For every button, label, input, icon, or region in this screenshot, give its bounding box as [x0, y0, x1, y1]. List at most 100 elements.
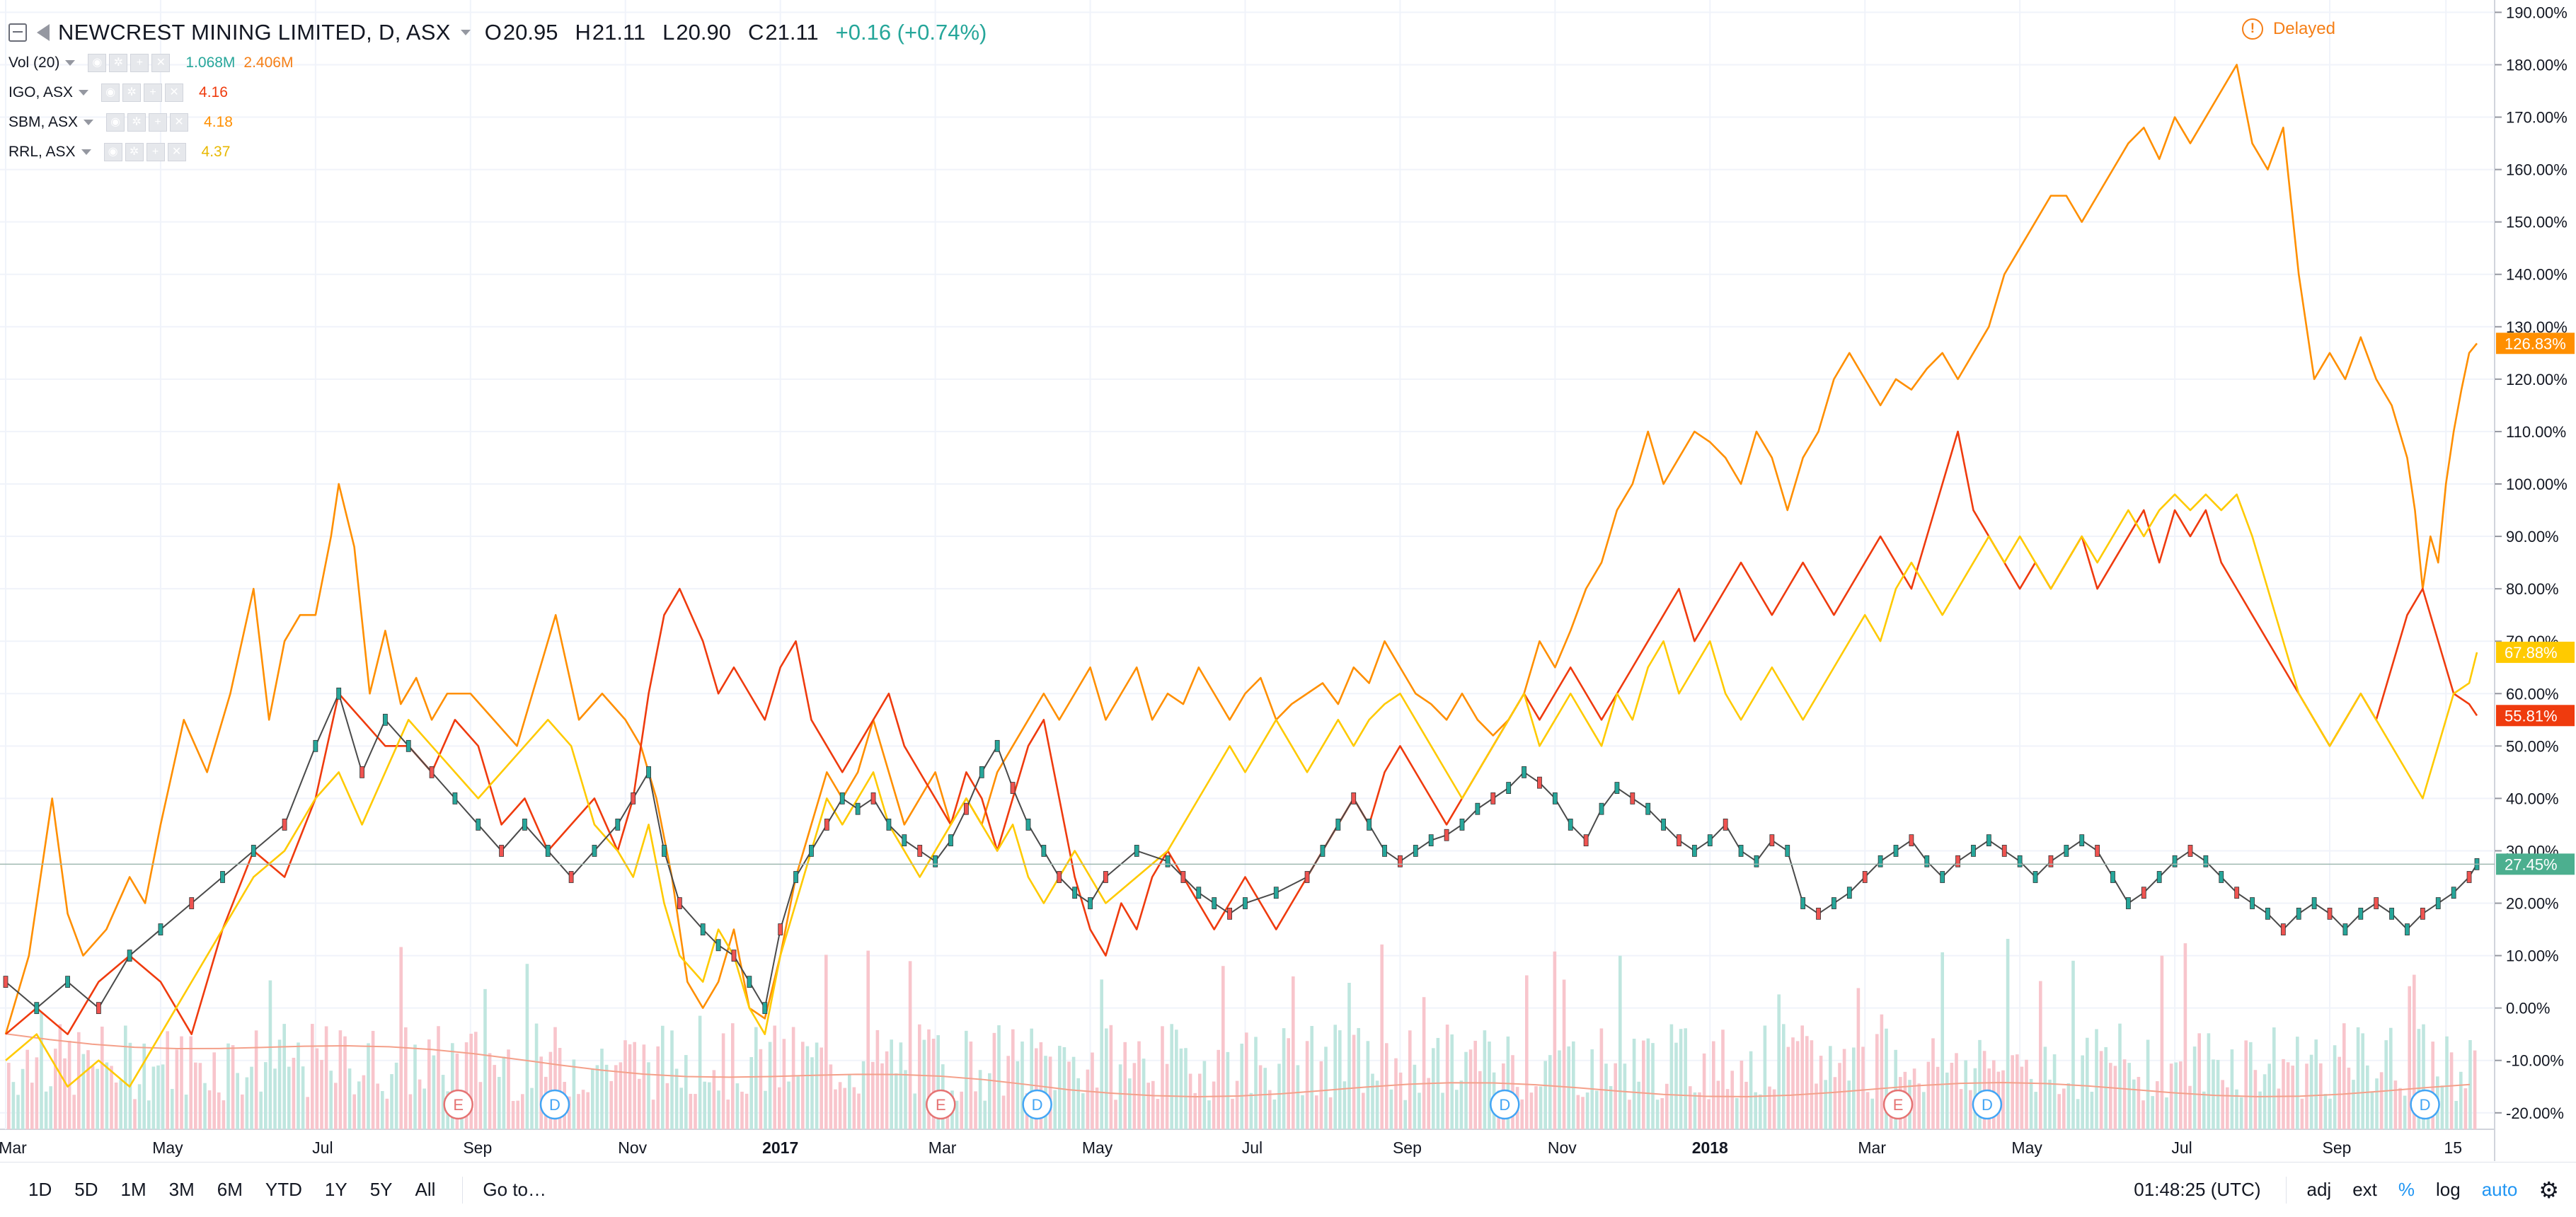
chevron-down-icon[interactable]	[84, 120, 94, 125]
range-all[interactable]: All	[415, 1179, 436, 1200]
volume-bar	[2403, 1095, 2407, 1129]
range-1m[interactable]: 1M	[120, 1179, 146, 1200]
utc-clock[interactable]: 01:48:25 (UTC)	[2134, 1179, 2261, 1200]
volume-bar	[1231, 1098, 1234, 1129]
volume-bar	[829, 1064, 833, 1129]
volume-bar	[329, 1071, 333, 1129]
volume-bar	[638, 1078, 641, 1129]
volume-bar	[1665, 1083, 1669, 1129]
plus-icon[interactable]: +	[130, 54, 149, 72]
legend-rrl[interactable]: RRL, ASX ◉ ✲ + ✕ 4.37	[8, 142, 230, 163]
candle	[1459, 819, 1465, 831]
legend-series-name[interactable]: IGO, ASX	[8, 84, 74, 100]
volume-bar	[2356, 1027, 2360, 1129]
volume-bar	[1375, 1080, 1379, 1129]
event-marker-label: D	[549, 1096, 560, 1114]
delayed-badge[interactable]: ! Delayed	[2241, 18, 2335, 40]
symbol-title[interactable]: NEWCREST MINING LIMITED, D, ASX	[58, 20, 451, 45]
chevron-down-icon[interactable]	[460, 30, 471, 35]
candle	[1196, 887, 1202, 899]
y-tick-label: -20.00%	[2506, 1104, 2564, 1122]
legend-igo[interactable]: IGO, ASX ◉ ✲ + ✕ 4.16	[8, 82, 228, 103]
volume-bar	[759, 1049, 763, 1129]
candle	[886, 819, 892, 831]
volume-bar	[1894, 1049, 1897, 1129]
volume-bar	[1693, 1092, 1697, 1129]
volume-bar	[408, 1094, 413, 1129]
range-5d[interactable]: 5D	[74, 1179, 98, 1200]
chevron-down-icon[interactable]	[65, 60, 76, 66]
adj-toggle[interactable]: adj	[2306, 1179, 2332, 1200]
volume-bar	[936, 1035, 940, 1129]
chevron-down-icon[interactable]	[81, 149, 91, 155]
close-icon[interactable]: ✕	[167, 143, 186, 161]
volume-bar	[1819, 1056, 1823, 1129]
range-1y[interactable]: 1Y	[324, 1179, 347, 1200]
range-3m[interactable]: 3M	[168, 1179, 195, 1200]
volume-bar	[749, 1056, 753, 1129]
volume-bar	[960, 1091, 963, 1129]
close-icon[interactable]: ✕	[151, 54, 171, 72]
high-key: H	[575, 20, 591, 45]
chevron-down-icon[interactable]	[79, 90, 89, 96]
legend-volume-name[interactable]: Vol (20)	[8, 54, 60, 71]
volume-bar	[151, 1066, 156, 1129]
gear-icon[interactable]: ✲	[127, 113, 146, 132]
candle	[1227, 907, 1232, 920]
range-ytd[interactable]: YTD	[265, 1179, 302, 1200]
gear-icon[interactable]: ⚙	[2538, 1177, 2559, 1203]
volume-bar	[1109, 1025, 1113, 1129]
legend-series-name[interactable]: SBM, ASX	[8, 114, 79, 130]
volume-bar	[1277, 1063, 1281, 1129]
close-icon[interactable]: ✕	[165, 83, 184, 102]
eye-icon[interactable]: ◉	[106, 113, 125, 132]
volume-bar	[539, 1056, 543, 1129]
volume-bar	[651, 1100, 655, 1129]
candle	[1940, 871, 1945, 883]
gear-icon[interactable]: ✲	[122, 83, 142, 102]
close-icon[interactable]: ✕	[170, 113, 189, 132]
collapse-icon[interactable]	[8, 23, 27, 42]
eye-icon[interactable]: ◉	[88, 54, 107, 72]
gear-icon[interactable]: ✲	[109, 54, 128, 72]
volume-bar	[1315, 1095, 1318, 1129]
candle	[1661, 819, 1666, 831]
eye-icon[interactable]: ◉	[103, 143, 122, 161]
volume-bar	[352, 1094, 356, 1129]
range-6m[interactable]: 6M	[217, 1179, 243, 1200]
volume-bar	[600, 1049, 604, 1129]
volume-bar	[311, 1024, 314, 1129]
volume-bar	[1712, 1041, 1715, 1129]
volume-bar	[698, 1015, 702, 1129]
legend-series-name[interactable]: RRL, ASX	[8, 144, 76, 160]
volume-bar	[1735, 1097, 1739, 1129]
x-tick-label: Nov	[618, 1138, 647, 1157]
plus-icon[interactable]: +	[146, 143, 165, 161]
volume-bar	[124, 1025, 127, 1129]
volume-bar	[768, 1042, 772, 1129]
range-5y[interactable]: 5Y	[369, 1179, 393, 1200]
volume-bar	[820, 1047, 823, 1129]
auto-toggle[interactable]: auto	[2481, 1179, 2518, 1200]
plus-icon[interactable]: +	[149, 113, 168, 132]
volume-bar	[347, 1068, 352, 1129]
candle	[646, 766, 651, 778]
goto-button[interactable]: Go to…	[483, 1179, 546, 1200]
volume-bar	[1483, 1030, 1487, 1129]
volume-bar	[521, 1094, 524, 1129]
candle	[809, 845, 814, 857]
gear-icon[interactable]: ✲	[125, 143, 144, 161]
percent-toggle[interactable]: %	[2398, 1179, 2415, 1200]
volume-bar	[1455, 1090, 1459, 1129]
eye-icon[interactable]: ◉	[101, 83, 120, 102]
range-1d[interactable]: 1D	[28, 1179, 52, 1200]
plus-icon[interactable]: +	[144, 83, 163, 102]
ext-toggle[interactable]: ext	[2352, 1179, 2377, 1200]
low-value: 20.90	[676, 20, 731, 45]
legend-volume[interactable]: Vol (20) ◉ ✲ + ✕ 1.068M 2.406M	[8, 52, 293, 74]
flag-icon[interactable]	[37, 24, 50, 41]
candle	[2296, 907, 2301, 920]
log-toggle[interactable]: log	[2436, 1179, 2461, 1200]
legend-sbm[interactable]: SBM, ASX ◉ ✲ + ✕ 4.18	[8, 112, 233, 133]
